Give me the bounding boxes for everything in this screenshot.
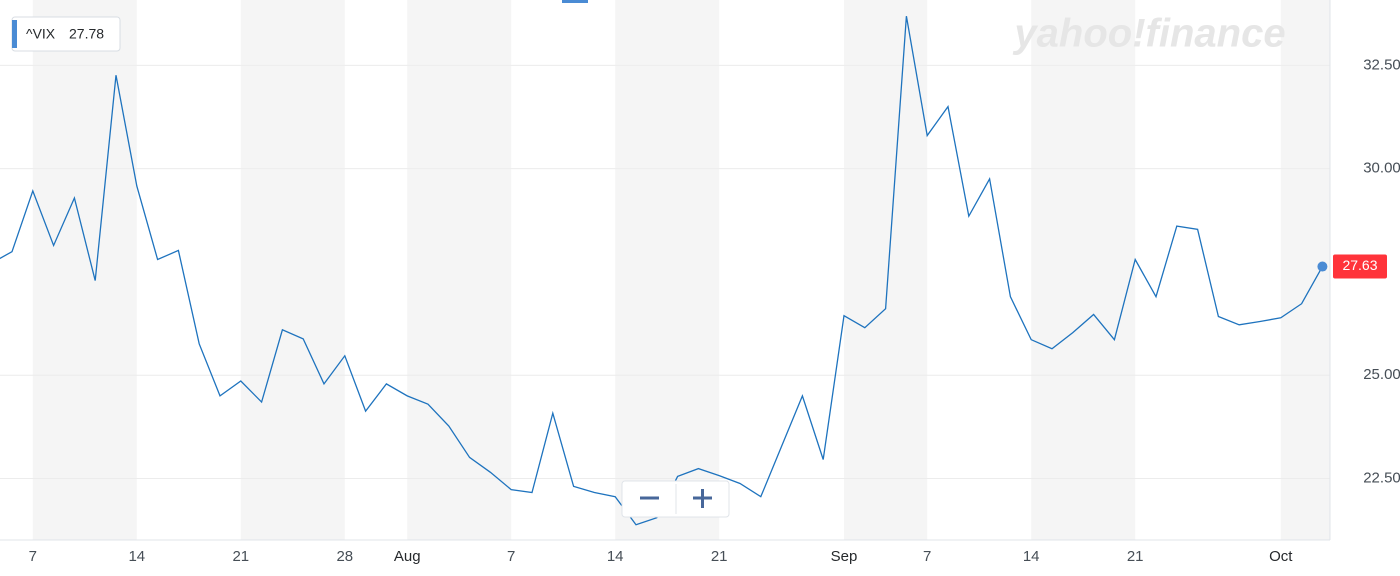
watermark: yahoo!finance <box>1012 12 1285 56</box>
price-line <box>0 16 1323 526</box>
legend-value: 27.78 <box>69 26 104 42</box>
x-tick-label: 21 <box>1127 548 1144 565</box>
legend-swatch <box>12 20 17 48</box>
zoom-controls <box>621 480 730 518</box>
x-tick-label: Aug <box>394 548 421 565</box>
week-band <box>615 0 720 540</box>
x-tick-label: 14 <box>128 548 145 565</box>
week-band <box>1031 0 1136 540</box>
week-band <box>240 0 345 540</box>
y-tick-label: 32.50 <box>1363 56 1400 73</box>
last-price-label: 27.63 <box>1342 257 1377 273</box>
legend-name: ^VIX <box>26 26 56 42</box>
x-tick-label: 21 <box>711 548 728 565</box>
x-tick-label: 7 <box>923 548 931 565</box>
week-band <box>844 0 928 540</box>
x-tick-label: 28 <box>336 548 353 565</box>
x-tick-label: 14 <box>1023 548 1040 565</box>
x-tick-label: 21 <box>232 548 249 565</box>
x-tick-label: 14 <box>607 548 624 565</box>
y-tick-label: 30.00 <box>1363 160 1400 177</box>
x-tick-label: 7 <box>507 548 515 565</box>
y-tick-label: 25.00 <box>1363 366 1400 383</box>
last-point <box>1317 261 1328 272</box>
x-tick-label: 7 <box>29 548 37 565</box>
scroll-handle[interactable] <box>562 0 588 3</box>
x-tick-label: Oct <box>1269 548 1293 565</box>
legend: ^VIX 27.78 <box>11 16 121 52</box>
x-tick-label: Sep <box>831 548 858 565</box>
week-band <box>407 0 512 540</box>
last-price-badge <box>1333 254 1387 279</box>
y-tick-label: 22.50 <box>1363 469 1400 486</box>
week-band <box>32 0 137 540</box>
